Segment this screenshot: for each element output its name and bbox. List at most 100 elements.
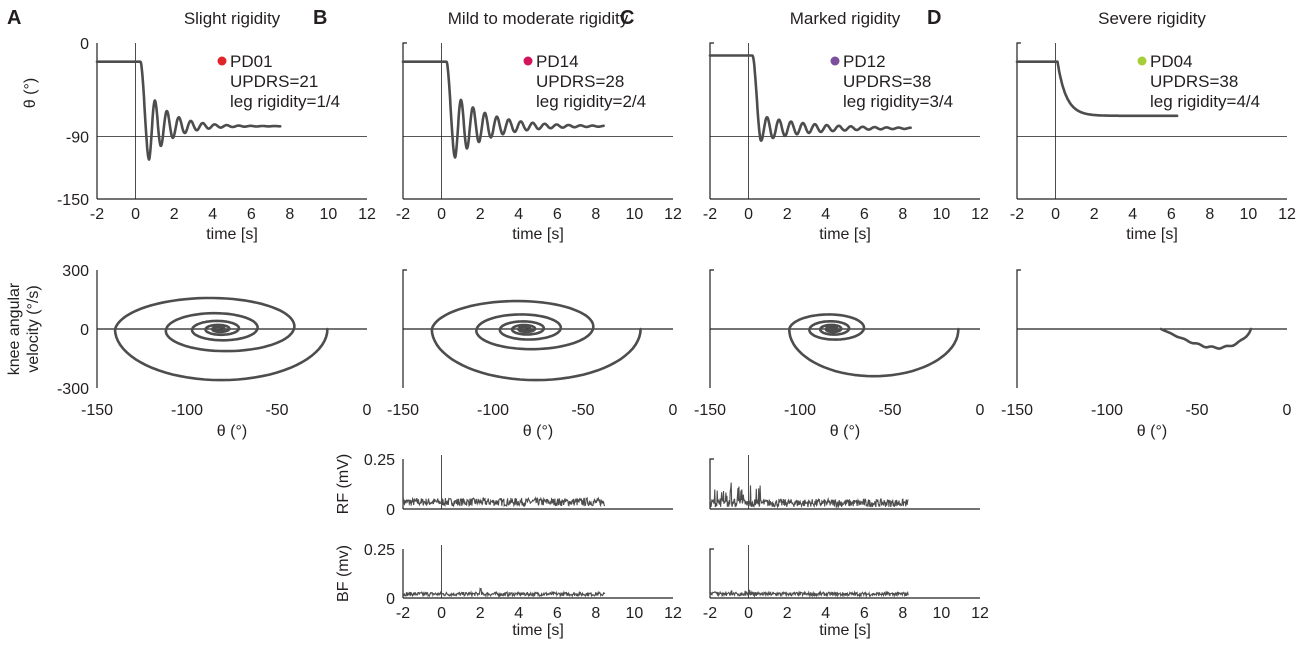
panel-a-angle-ytick-m90: -90 <box>66 130 89 147</box>
panel-b-angle-legend-dot <box>523 56 533 66</box>
panel-b-bf-x-tick-2: 2 <box>476 605 485 622</box>
panel-d-angle-x-tick-10: 10 <box>1240 206 1258 223</box>
panel-b-angle-x-tick-0: 0 <box>437 206 446 223</box>
panel-a-angle-x-tick-8: 8 <box>285 206 294 223</box>
panel-a-phase-xtick-m100: -100 <box>171 402 203 419</box>
panel-d-angle-x-tick-m2: -2 <box>1010 206 1024 223</box>
panel-b-angle-letter: B <box>313 7 327 29</box>
panel-b-angle-legend-rigidity: leg rigidity=2/4 <box>536 92 646 111</box>
panel-b-angle-legend-updrs: UPDRS=28 <box>536 72 624 91</box>
panel-c-angle-x-tick-10: 10 <box>933 206 951 223</box>
panel-c-angle-legend-updrs: UPDRS=38 <box>843 72 931 91</box>
panel-d-angle-letter: D <box>927 7 941 29</box>
panel-c-phase-trace <box>787 313 960 378</box>
panel-a-angle-x-tick-2: 2 <box>170 206 179 223</box>
panel-d-angle-title: Severe rigidity <box>1098 9 1206 28</box>
panel-d-phase-xtick-m50: -50 <box>1185 402 1208 419</box>
panel-c-bf-x-tick-6: 6 <box>860 605 869 622</box>
panel-d-angle-legend-updrs: UPDRS=38 <box>1150 72 1238 91</box>
panel-b-bf-x-tick-10: 10 <box>626 605 644 622</box>
panel-c-angle-x-tick-4: 4 <box>821 206 830 223</box>
panel-d-angle-x-tick-12: 12 <box>1278 206 1296 223</box>
panel-d-angle-x-tick-6: 6 <box>1167 206 1176 223</box>
panel-d-angle-xlabel: time [s] <box>1126 226 1178 243</box>
panel-a-angle-xlabel: time [s] <box>206 226 258 243</box>
panel-d-phase-xtick-0: 0 <box>1283 402 1292 419</box>
panel-a-angle-letter: A <box>7 7 21 29</box>
panel-a-angle-legend-updrs: UPDRS=21 <box>230 72 318 91</box>
panel-c-rf-y-axis <box>709 458 714 509</box>
panel-b-phase-y-axis <box>402 269 407 388</box>
panel-c-angle-legend-rigidity: leg rigidity=3/4 <box>843 92 953 111</box>
panel-a-phase-ytick-300: 300 <box>62 263 89 280</box>
panel-a-angle-trace <box>95 60 282 161</box>
panel-a-angle-legend-dot <box>217 56 227 66</box>
panel-b-angle-y-axis <box>402 42 407 199</box>
panel-c-angle-x-tick-12: 12 <box>971 206 989 223</box>
panel-c-bf-x-tick-4: 4 <box>821 605 830 622</box>
panel-d-phase-trace <box>1159 327 1253 350</box>
panel-c-bf-x-tick-m2: -2 <box>703 605 717 622</box>
panel-a-phase-ytick-0: 0 <box>80 322 89 339</box>
panel-b-angle-trace <box>401 60 605 159</box>
panel-d-angle-legend-dot <box>1137 56 1147 66</box>
panel-c-phase-y-axis <box>709 269 714 388</box>
panel-b-phase-xtick-m150: -150 <box>387 402 419 419</box>
panel-b-bf-trace <box>403 586 606 598</box>
panel-a-phase-xlabel: θ (°) <box>217 423 247 440</box>
panel-b-bf-ytick-0: 0 <box>386 591 395 608</box>
panel-a-angle-ytick-0: 0 <box>80 36 89 53</box>
panel-b-angle-x-tick-12: 12 <box>664 206 682 223</box>
panel-c-bf-x-tick-2: 2 <box>783 605 792 622</box>
panel-a-phase-trace <box>113 296 329 382</box>
panel-b-rf-ytick-0: 0 <box>386 502 395 519</box>
panel-d-phase-xlabel: θ (°) <box>1137 423 1167 440</box>
panel-a-phase-xtick-m50: -50 <box>265 402 288 419</box>
panel-b-bf-x-tick-8: 8 <box>591 605 600 622</box>
panel-a-phase-xtick-0: 0 <box>363 402 372 419</box>
panel-c-angle-x-tick-m2: -2 <box>703 206 717 223</box>
panel-c-phase-xtick-m100: -100 <box>784 402 816 419</box>
panel-c-angle-x-tick-6: 6 <box>860 206 869 223</box>
panel-d-phase-y-axis <box>1016 269 1021 388</box>
panel-d-angle-legend-subject: PD04 <box>1150 52 1193 71</box>
panel-b-angle-x-tick-6: 6 <box>553 206 562 223</box>
panel-c-angle-xlabel: time [s] <box>819 226 871 243</box>
panel-c-phase-xlabel: θ (°) <box>830 423 860 440</box>
panel-a-angle-x-tick-m2: -2 <box>90 206 104 223</box>
panel-a-phase-ylabel-line1: knee angular <box>6 282 23 375</box>
panel-c-bf-x-tick-8: 8 <box>898 605 907 622</box>
panel-c-angle-legend-subject: PD12 <box>843 52 886 71</box>
panel-b-angle-x-tick-2: 2 <box>476 206 485 223</box>
panel-a-angle-legend-subject: PD01 <box>230 52 273 71</box>
panel-d-phase-xtick-m150: -150 <box>1001 402 1033 419</box>
panel-b-bf-x-tick-12: 12 <box>664 605 682 622</box>
panel-c-bf-y-axis <box>709 548 714 598</box>
panel-a-angle-x-tick-0: 0 <box>131 206 140 223</box>
panel-d-angle-y-axis <box>1016 42 1021 199</box>
panel-c-angle-y-axis <box>709 42 714 199</box>
panel-c-bf-x-tick-12: 12 <box>971 605 989 622</box>
panel-d-phase-xtick-m100: -100 <box>1091 402 1123 419</box>
panel-a-angle-x-tick-10: 10 <box>320 206 338 223</box>
panel-b-phase-xtick-m50: -50 <box>571 402 594 419</box>
panel-b-angle-title: Mild to moderate rigidity <box>448 9 629 28</box>
panel-b-phase-xtick-m100: -100 <box>477 402 509 419</box>
panel-b-bf-x-tick-4: 4 <box>514 605 523 622</box>
panel-c-angle-letter: C <box>620 7 634 29</box>
panel-b-bf-xlabel: time [s] <box>512 622 564 639</box>
panel-c-bf-x-tick-0: 0 <box>744 605 753 622</box>
panel-b-rf-ytick-0p25: 0.25 <box>364 452 395 469</box>
panel-b-bf-ylabel: BF (mv) <box>335 545 352 602</box>
panel-c-bf-x-tick-10: 10 <box>933 605 951 622</box>
panel-c-angle-trace <box>708 54 912 142</box>
panel-b-rf-trace <box>402 496 606 508</box>
panel-b-phase-xlabel: θ (°) <box>523 423 553 440</box>
panel-a-angle-ytick-m150: -150 <box>57 192 89 209</box>
panel-c-phase-xtick-0: 0 <box>976 402 985 419</box>
panel-b-rf-ylabel: RF (mV) <box>335 454 352 514</box>
panel-c-bf-trace <box>709 589 909 599</box>
panel-a-angle-legend-rigidity: leg rigidity=1/4 <box>230 92 340 111</box>
panel-b-phase-trace <box>430 299 642 382</box>
panel-b-bf-x-tick-0: 0 <box>437 605 446 622</box>
